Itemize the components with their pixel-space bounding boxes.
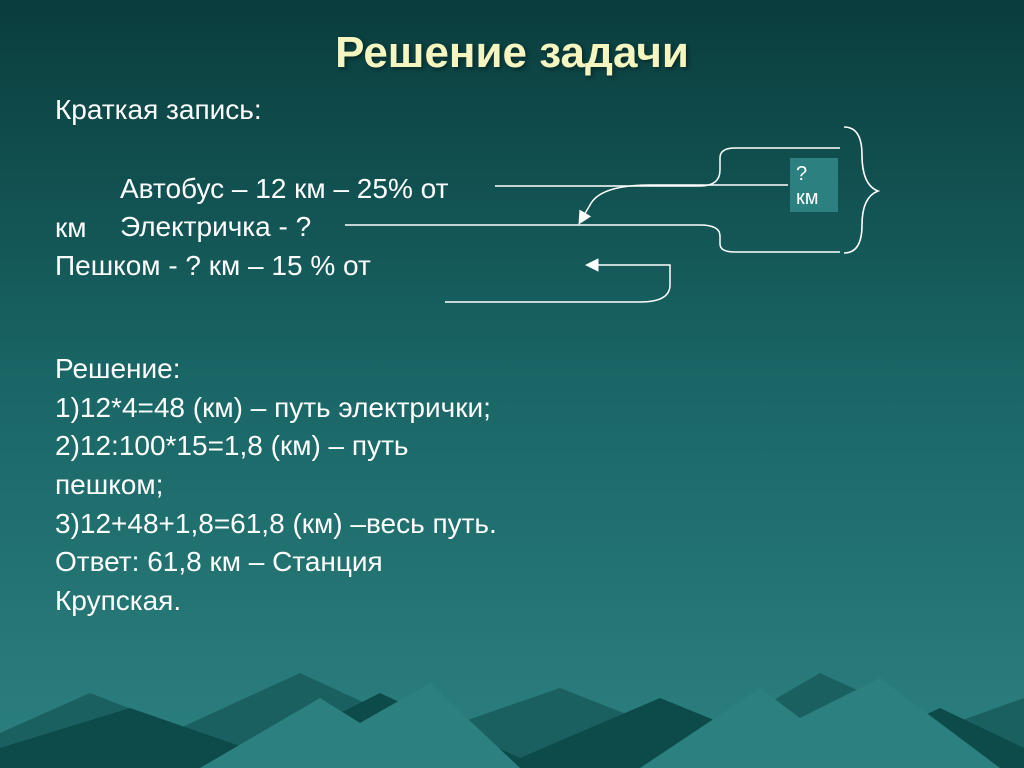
given-train-km-overflow: км bbox=[55, 212, 87, 244]
solution-step2b: пешком; bbox=[55, 466, 497, 505]
arrow-bus-to-bracket bbox=[495, 148, 840, 186]
given-walk: Пешком - ? км – 15 % от bbox=[55, 250, 371, 282]
qkm-line2: км bbox=[796, 186, 832, 210]
solution-answer2: Крупская. bbox=[55, 582, 497, 621]
qkm-line1: ? bbox=[796, 162, 832, 186]
slide: Решение задачи Краткая запись: Автобус –… bbox=[0, 0, 1024, 768]
solution-step1: 1)12*4=48 (км) – путь электрички; bbox=[55, 389, 497, 428]
given-block: Автобус – 12 км – 25% от Электричка - ? bbox=[120, 170, 448, 246]
curly-bracket-icon bbox=[842, 125, 882, 257]
solution-step3: 3)12+48+1,8=61,8 (км) –весь путь. bbox=[55, 505, 497, 544]
mountain-decoration-icon bbox=[0, 638, 1024, 768]
given-train: Электричка - ? bbox=[120, 208, 448, 246]
solution-block: Решение: 1)12*4=48 (км) – путь электричк… bbox=[55, 350, 497, 620]
solution-label: Решение: bbox=[55, 350, 497, 389]
question-km-box: ? км bbox=[790, 158, 838, 212]
arrow-walk-to-train bbox=[445, 265, 670, 302]
solution-answer: Ответ: 61,8 км – Станция bbox=[55, 543, 497, 582]
arrow-qkm-to-bus bbox=[580, 185, 788, 222]
given-bus: Автобус – 12 км – 25% от bbox=[120, 170, 448, 208]
subtitle: Краткая запись: bbox=[55, 94, 262, 126]
slide-title: Решение задачи bbox=[0, 0, 1024, 86]
solution-step2: 2)12:100*15=1,8 (км) – путь bbox=[55, 427, 497, 466]
